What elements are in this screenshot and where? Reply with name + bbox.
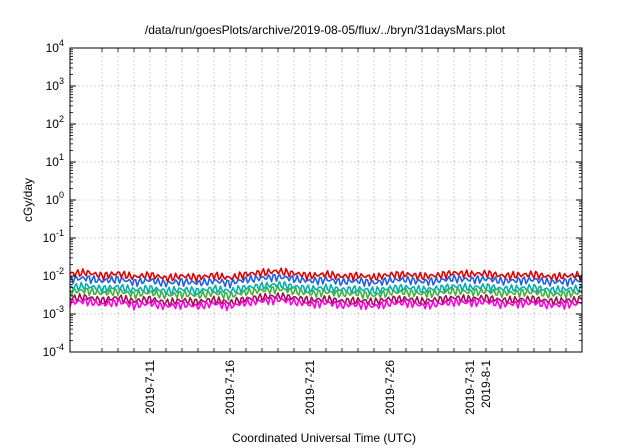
y-tick-label: 100: [46, 190, 64, 207]
x-tick-label: 2019-7-11: [143, 360, 157, 414]
chart-title: /data/run/goesPlots/archive/2019-08-05/f…: [145, 23, 506, 37]
x-tick-label: 2019-7-16: [223, 360, 237, 415]
series-line: [69, 273, 583, 289]
y-tick-label: 101: [46, 152, 64, 169]
x-tick-label: 2019-7-31: [463, 360, 477, 415]
x-tick-label: 2019-7-26: [383, 360, 397, 415]
y-tick-label: 104: [46, 38, 64, 55]
y-tick-label: 103: [46, 76, 64, 93]
y-tick-label: 10-1: [43, 228, 64, 245]
series-line: [69, 267, 583, 283]
series-line: [69, 285, 583, 301]
y-tick-label: 10-2: [43, 266, 64, 283]
series-line: [69, 292, 583, 307]
x-axis-label: Coordinated Universal Time (UTC): [232, 431, 416, 445]
y-axis-label: cGy/day: [21, 178, 35, 222]
y-tick-label: 102: [46, 114, 64, 131]
x-tick-label: 2019-8-1: [479, 360, 493, 408]
y-tick-label: 10-4: [43, 342, 64, 359]
y-tick-label: 10-3: [43, 304, 64, 321]
x-tick-label: 2019-7-21: [303, 360, 317, 415]
ticks: 10-4 10-3 10-2 10-1 100 101 102 103 104 2019-7-11…: [43, 38, 582, 415]
series-group: [69, 267, 583, 312]
series-line: [69, 296, 583, 312]
series-line: [69, 280, 583, 296]
